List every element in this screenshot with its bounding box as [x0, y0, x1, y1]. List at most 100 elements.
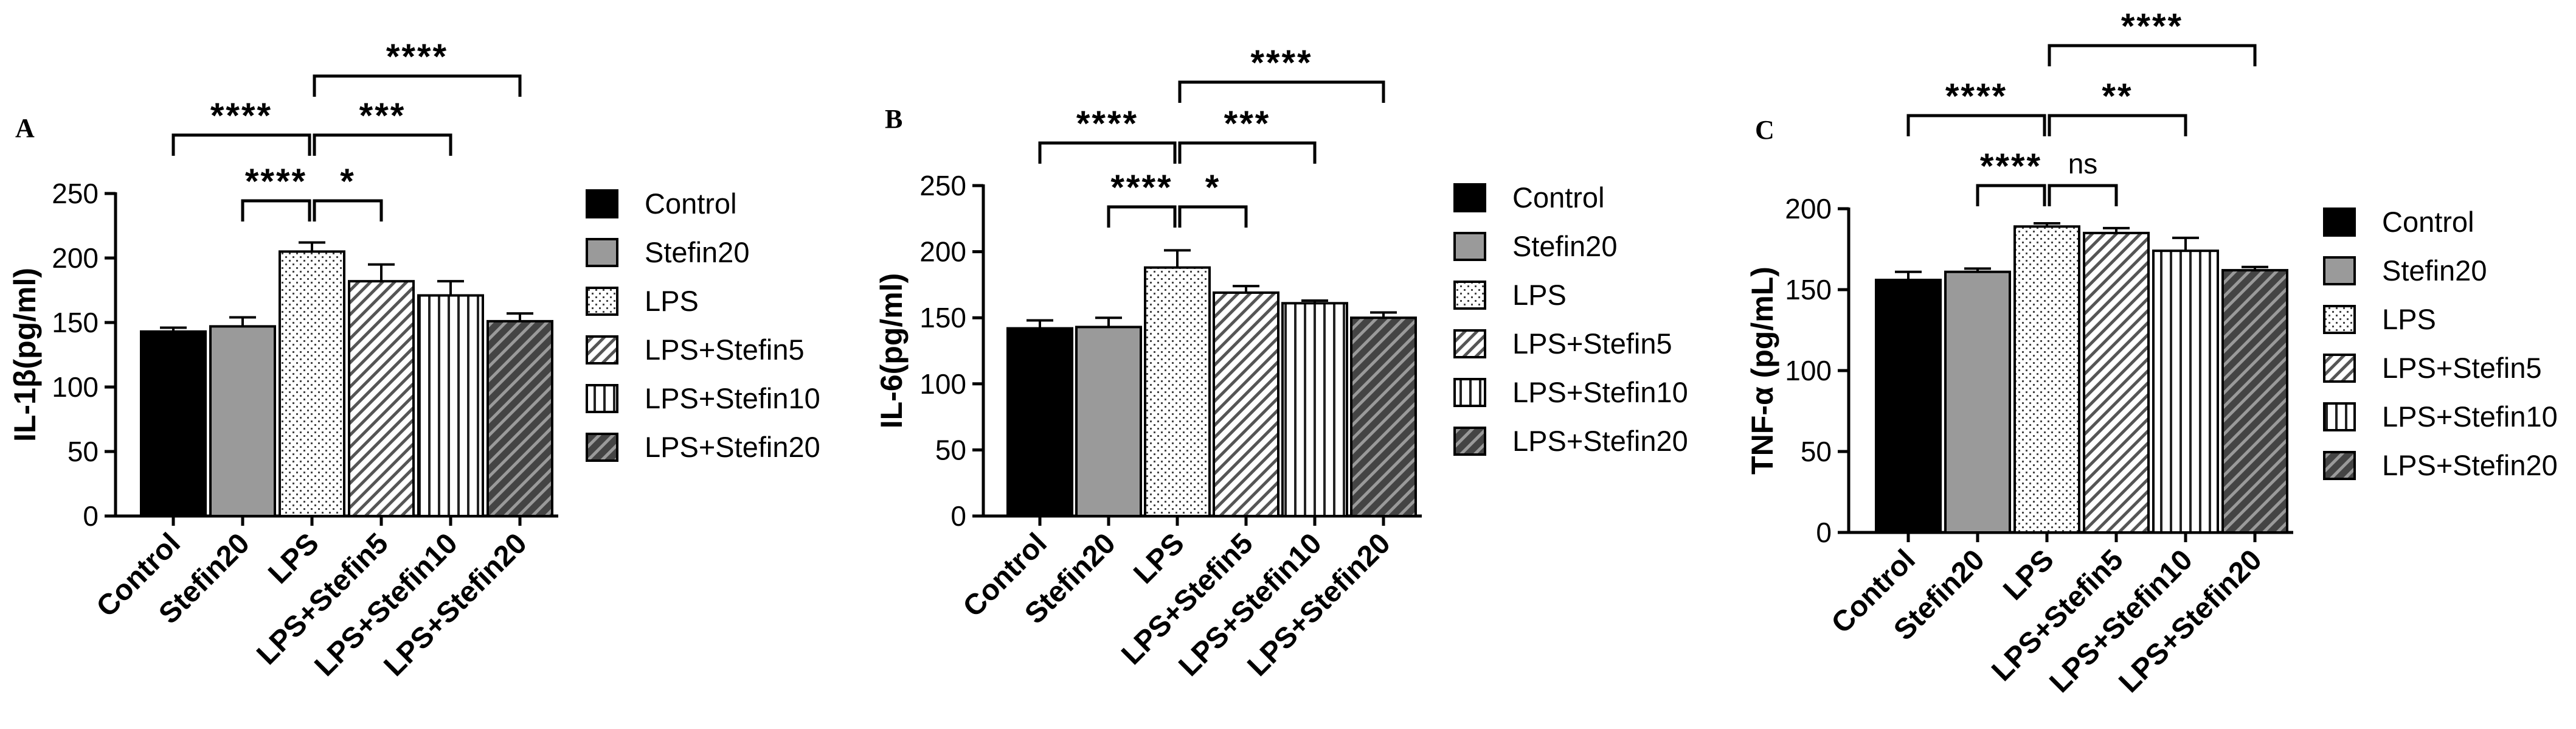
significance-label: ****	[1250, 43, 1312, 83]
bar	[140, 330, 207, 518]
significance-label: ****	[1980, 147, 2042, 186]
y-tick-label: 50	[68, 436, 99, 467]
bar	[417, 294, 484, 517]
legend-swatch	[1453, 183, 1486, 212]
bar	[1075, 326, 1142, 517]
significance-bracket	[1038, 141, 1177, 164]
y-tick-label: 100	[52, 371, 99, 403]
significance-bracket	[2048, 44, 2257, 66]
bar	[1281, 302, 1348, 517]
chart-panel-b: B 0 50 100 150 200 250 IL-6(pg/ml) Control Stefin…	[874, 43, 1688, 683]
significance-label: ****	[210, 96, 272, 136]
significance-bracket	[2048, 184, 2118, 206]
y-tick-label: 250	[52, 178, 99, 209]
significance-label: ****	[1945, 77, 2007, 116]
y-axis-title: TNF-α (pg/mL)	[1745, 267, 1779, 475]
significance-bracket	[171, 133, 311, 156]
legend-label: LPS+Stefin20	[1512, 425, 1688, 457]
legend-swatch	[2323, 256, 2356, 285]
y-axis-title: IL-6(pg/ml)	[874, 273, 909, 429]
legend-label: Control	[2382, 206, 2474, 238]
legend-swatch	[586, 238, 618, 267]
legend-label: LPS+Stefin10	[2382, 400, 2558, 433]
significance-label: ****	[1076, 104, 1138, 144]
significance-bracket	[313, 74, 522, 97]
y-tick-label: 150	[1785, 274, 1832, 305]
significance-label: ***	[359, 96, 406, 136]
legend-swatch	[586, 384, 618, 413]
chart-panel-c: C 0 50 100 150 200 TNF-α (pg/mL) Control Stefin2…	[1745, 7, 2558, 699]
legend-label: Stefin20	[1512, 230, 1617, 262]
y-axis-title: IL-1β(pg/ml)	[8, 268, 42, 442]
legend-label: Stefin20	[645, 236, 749, 268]
legend-swatch	[1453, 329, 1486, 358]
significance-label: ****	[2121, 7, 2183, 46]
legend-label: LPS+Stefin20	[2382, 449, 2558, 481]
bar	[1944, 270, 2011, 534]
significance-label: *	[340, 162, 356, 201]
y-tick-label: 100	[919, 368, 966, 400]
significance-bracket	[313, 133, 452, 156]
panel-letter: C	[1755, 115, 1774, 145]
legend-swatch	[2323, 451, 2356, 480]
y-tick-label: 100	[1785, 355, 1832, 386]
category-label: LPS	[262, 527, 325, 590]
significance-bracket	[1178, 205, 1248, 228]
significance-bracket	[1976, 184, 2046, 206]
legend-label: LPS	[2382, 303, 2436, 335]
bar	[2013, 225, 2080, 534]
y-tick-label: 0	[1816, 517, 1832, 548]
bar	[486, 319, 553, 517]
significance-label: ****	[245, 162, 307, 201]
significance-label: ****	[386, 37, 448, 77]
bar	[279, 250, 345, 517]
legend-swatch	[1453, 378, 1486, 407]
legend-label: LPS+Stefin5	[1512, 327, 1672, 360]
bar	[348, 280, 415, 517]
legend-label: Control	[645, 187, 737, 220]
y-tick-label: 200	[919, 236, 966, 268]
legend-label: Stefin20	[2382, 254, 2487, 287]
legend-swatch	[2323, 402, 2356, 431]
legend: Control Stefin20 LPS LPS+Stefin5 LPS+Stefin1…	[586, 187, 820, 463]
category-label: LPS	[1997, 543, 2060, 606]
legend-label: Control	[1512, 181, 1605, 214]
significance-bracket	[1906, 114, 2046, 136]
y-tick-label: 0	[83, 500, 99, 532]
y-tick-label: 250	[919, 170, 966, 201]
bar	[2221, 269, 2288, 534]
significance-label: ****	[1110, 168, 1172, 208]
legend-label: LPS	[1512, 279, 1567, 311]
legend-swatch	[2323, 354, 2356, 383]
significance-bracket	[1107, 205, 1177, 228]
legend-swatch	[586, 189, 618, 218]
legend-swatch	[2323, 208, 2356, 237]
legend-label: LPS+Stefin10	[1512, 376, 1688, 408]
y-tick-label: 50	[1801, 436, 1832, 467]
legend-label: LPS+Stefin5	[645, 333, 805, 366]
legend-swatch	[2323, 305, 2356, 334]
significance-label: **	[2102, 77, 2133, 116]
bar	[2152, 249, 2219, 534]
legend-swatch	[1453, 232, 1486, 261]
legend-swatch	[1453, 427, 1486, 456]
legend-swatch	[586, 287, 618, 316]
y-tick-label: 0	[950, 500, 966, 532]
significance-bracket	[313, 199, 383, 221]
panel-letter: A	[15, 113, 35, 143]
chart-panel-a: A 0 50 100 150 200 250 IL-1β(pg/ml) Control Stefi…	[8, 37, 820, 683]
bar	[1213, 291, 1279, 517]
legend-swatch	[1453, 281, 1486, 310]
significance-bracket	[241, 199, 311, 221]
legend-label: LPS+Stefin20	[645, 431, 820, 463]
significance-bracket	[1178, 80, 1385, 103]
legend-swatch	[586, 335, 618, 364]
legend: Control Stefin20 LPS LPS+Stefin5 LPS+Stefin1…	[1453, 181, 1688, 457]
legend-label: LPS+Stefin10	[645, 382, 820, 414]
y-tick-label: 200	[1785, 193, 1832, 225]
significance-label: ns	[2068, 148, 2098, 180]
bar	[1875, 279, 1942, 534]
significance-label: ***	[1224, 104, 1271, 144]
significance-bracket	[2048, 114, 2187, 136]
